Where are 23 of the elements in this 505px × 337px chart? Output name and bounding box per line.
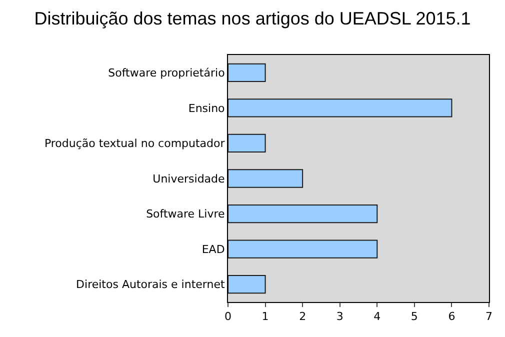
y-tick-label: Software Livre	[146, 208, 226, 221]
bar	[228, 98, 452, 118]
y-tick-label: Direitos Autorais e internet	[76, 278, 226, 292]
y-tick-label: Universidade	[152, 172, 226, 186]
y-tick-label: Software proprietário	[108, 66, 226, 80]
bar	[228, 204, 378, 224]
y-tick-label: Ensino	[188, 102, 226, 115]
y-tick-label: Produção textual no computador	[44, 137, 226, 150]
x-tick-label: 6	[448, 310, 456, 324]
bar	[228, 240, 378, 258]
chart-title: Distribuição dos temas nos artigos do UEADSL 2015.1	[34, 8, 471, 28]
x-tick-label: 3	[336, 310, 344, 324]
x-tick-label: 5	[410, 310, 418, 324]
x-tick-label: 7	[486, 310, 492, 324]
bar	[228, 169, 304, 188]
x-tick-label: 2	[299, 310, 306, 324]
bar	[228, 134, 266, 153]
x-tick-label: 1	[262, 310, 269, 324]
bar	[228, 63, 266, 82]
x-tick-label: 0	[224, 310, 232, 324]
bar	[228, 275, 266, 294]
y-tick-label: EAD	[202, 242, 225, 256]
x-tick-label: 4	[374, 310, 381, 324]
